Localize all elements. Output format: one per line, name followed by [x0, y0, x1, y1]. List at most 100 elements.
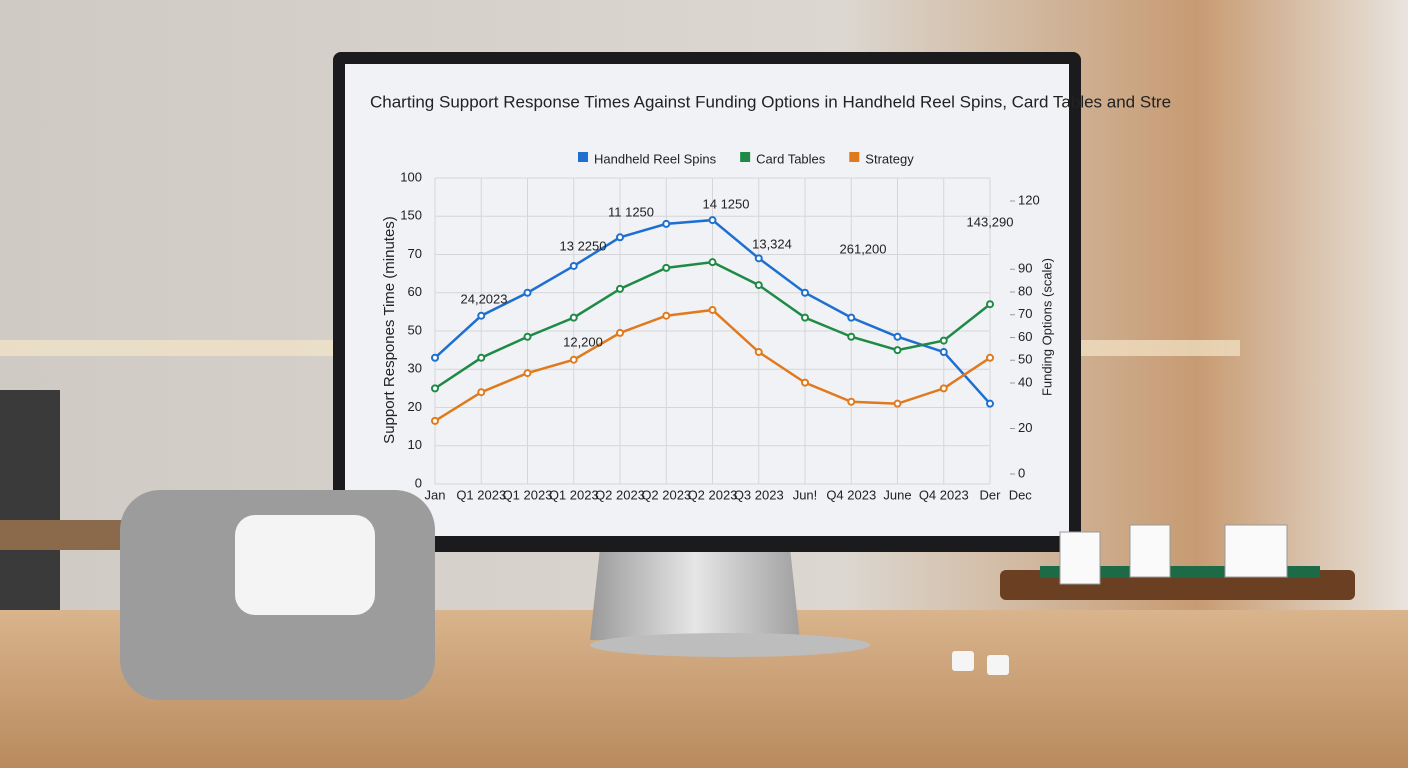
screen: [345, 64, 1069, 536]
legend-label: Card Tables: [756, 151, 826, 166]
x-tick-label: Der: [980, 487, 1002, 502]
die: [987, 655, 1009, 675]
data-point: [847, 332, 856, 341]
chair: [0, 390, 60, 620]
data-point: [801, 313, 809, 322]
x-tick-label: Q3 2023: [734, 487, 784, 502]
data-point: [569, 313, 578, 322]
legend-label: Handheld Reel Spins: [594, 151, 717, 166]
data-point: [477, 353, 486, 362]
data-point: [801, 378, 809, 387]
data-point: [939, 348, 948, 357]
y-axis-title: Support Respones Time (minutes): [381, 216, 398, 444]
data-point: [754, 254, 763, 263]
data-point: [662, 311, 671, 320]
y2-tick-label: 40: [1018, 374, 1032, 389]
legend-label: Strategy: [865, 151, 914, 166]
playing-card: [1129, 524, 1171, 578]
data-point: [754, 281, 763, 290]
y-tick-label: 10: [408, 437, 422, 452]
data-point: [939, 384, 948, 393]
annotation: 14 1250: [703, 196, 750, 211]
y2-tick-label: 90: [1018, 261, 1032, 276]
annotation: 11 1250: [608, 204, 654, 219]
data-point: [662, 219, 671, 228]
y2-tick-label: 50: [1018, 352, 1032, 367]
legend-swatch: [849, 152, 860, 162]
data-point: [893, 346, 902, 355]
y2-tick-label: 80: [1018, 283, 1032, 298]
data-point: [708, 216, 717, 225]
y2-tick-label: 60: [1018, 329, 1032, 344]
data-point: [477, 388, 486, 397]
y2-tick-label: 70: [1018, 306, 1032, 321]
x-tick-label: Jan: [425, 487, 446, 502]
x-tick-label: Dec: [1009, 487, 1033, 502]
x-tick-label: Q4 2023: [826, 487, 876, 502]
slot-reel: [235, 515, 375, 615]
playing-card: [1059, 531, 1101, 585]
data-point: [939, 336, 948, 345]
y-tick-label: 0: [415, 475, 422, 490]
y-tick-label: 50: [408, 322, 422, 337]
die: [952, 651, 974, 671]
y2-tick-label: 0: [1018, 465, 1025, 480]
y-tick-label: 30: [408, 361, 422, 376]
annotation: 13 2250: [560, 238, 607, 253]
data-point: [569, 261, 578, 270]
data-point: [616, 284, 624, 293]
data-point: [662, 263, 671, 272]
data-point: [523, 369, 532, 378]
data-point: [616, 233, 624, 242]
stand-base: [590, 633, 870, 657]
x-tick-label: Q1 2023: [549, 487, 599, 502]
y-tick-label: 60: [408, 284, 422, 299]
data-point: [523, 288, 532, 297]
plot: 0 10 20 30 50 60 70 150 100 0 20 40 50 60 70 80 90 120 Jan…: [400, 151, 1039, 502]
x-tick-label: Q4 2023: [919, 487, 969, 502]
x-tick-label: Q2 2023: [641, 487, 691, 502]
data-point: [431, 353, 439, 362]
x-tick-label: Q1 2023: [503, 487, 553, 502]
y2-tick-label: 20: [1018, 420, 1032, 435]
x-tick-label: Jun!: [793, 487, 818, 502]
annotation: 143,290: [967, 214, 1014, 229]
x-tick-label: Q2 2023: [595, 487, 645, 502]
y-tick-label: 20: [408, 399, 422, 414]
monitor-stand: [590, 548, 800, 640]
data-point: [893, 332, 902, 341]
y2-tick-label: 120: [1018, 192, 1040, 207]
y2-axis-title: Funding Options (scale): [1039, 258, 1054, 396]
playing-card: [1224, 524, 1288, 578]
chart-title: Charting Support Response Times Against …: [370, 92, 1171, 111]
data-point: [431, 416, 439, 425]
annotation: 13,324: [752, 236, 792, 251]
x-tick-label: Q2 2023: [688, 487, 738, 502]
y-tick-label: 100: [400, 169, 422, 184]
data-point: [847, 397, 856, 406]
data-point: [569, 355, 578, 364]
annotation: 261,200: [840, 241, 887, 256]
x-tick-label: June: [883, 487, 911, 502]
data-point: [847, 313, 856, 322]
data-point: [893, 399, 902, 408]
back-table: [0, 520, 140, 550]
data-point: [708, 305, 717, 314]
y-tick-label: 150: [400, 208, 422, 223]
annotation: 24,2023: [461, 291, 508, 306]
annotation: 12,200: [563, 334, 603, 349]
data-point: [754, 348, 763, 357]
data-point: [708, 258, 717, 267]
data-point: [986, 399, 994, 408]
legend-swatch: [578, 152, 588, 162]
data-point: [431, 384, 439, 393]
y-tick-label: 70: [408, 246, 422, 261]
data-point: [523, 332, 532, 341]
data-point: [616, 328, 624, 337]
data-point: [986, 353, 994, 362]
data-point: [986, 300, 994, 309]
x-tick-label: Q1 2023: [456, 487, 506, 502]
data-point: [477, 311, 486, 320]
